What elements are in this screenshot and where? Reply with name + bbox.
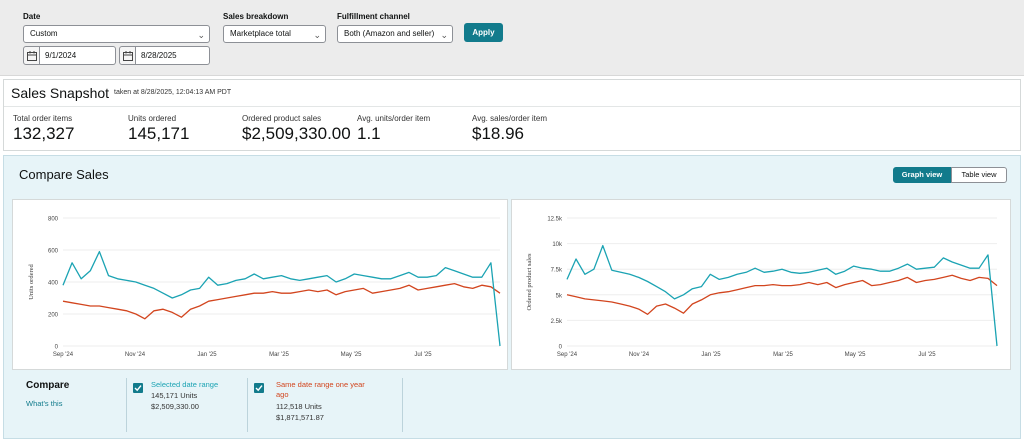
divider: [402, 378, 403, 432]
y-tick-label: 7.5k: [551, 268, 563, 274]
metric-avg-sales-per-order-item: Avg. sales/order item $18.96: [472, 114, 547, 144]
x-tick-label: Jan '25: [197, 352, 217, 358]
series-line-selected-range: [62, 250, 501, 347]
metric-ordered-product-sales: Ordered product sales $2,509,330.00: [242, 114, 351, 144]
metric-value: 1.1: [357, 124, 381, 143]
metric-avg-units-per-order-item: Avg. units/order item 1.1: [357, 114, 430, 144]
filter-bar: Date Custom ⌄ 9/1/2024 8/28/2025 Sales b…: [0, 0, 1024, 76]
chevron-down-icon: ⌄: [440, 30, 448, 40]
metric-label: Avg. sales/order item: [472, 114, 547, 123]
divider: [126, 378, 127, 432]
divider: [247, 378, 248, 432]
y-tick-label: 600: [48, 249, 59, 255]
x-tick-label: May '25: [845, 352, 866, 358]
metric-value: $18.96: [472, 124, 524, 143]
selected-date-range-checkbox[interactable]: [133, 383, 143, 393]
selected-units: 145,171 Units: [151, 391, 198, 400]
metric-units-ordered: Units ordered 145,171: [128, 114, 189, 144]
y-axis-label: Units ordered: [28, 263, 35, 299]
ordered-product-sales-chart-svg: 0 2.5k 5k 7.5k 10k 12.5k Ordered product sales…: [526, 217, 998, 358]
sales-snapshot-panel: Sales Snapshot taken at 8/28/2025, 12:04…: [3, 79, 1021, 151]
divider: [4, 106, 1020, 107]
x-tick-label: Sep '24: [557, 352, 578, 358]
whats-this-link[interactable]: What's this: [26, 399, 63, 408]
date-range-select[interactable]: Custom ⌄: [23, 25, 210, 43]
ordered-product-sales-chart: 0 2.5k 5k 7.5k 10k 12.5k Ordered product sales…: [511, 199, 1011, 370]
date-range-select-value: Custom: [30, 29, 58, 38]
compare-sales-title: Compare Sales: [19, 167, 109, 182]
units-ordered-chart-svg: 0 200 400 600 800 Units ordered Sep '24 Nov '24…: [28, 217, 501, 358]
x-tick-label: Jul '25: [414, 352, 432, 358]
apply-button[interactable]: Apply: [464, 23, 503, 42]
chevron-down-icon: ⌄: [197, 30, 205, 40]
date-label: Date: [23, 12, 41, 21]
y-tick-label: 2.5k: [551, 319, 563, 325]
y-tick-label: 10k: [552, 242, 563, 248]
previous-year-label: Same date range one year ago: [276, 380, 365, 399]
y-tick-label: 0: [55, 345, 59, 351]
end-date-input[interactable]: 8/28/2025: [136, 46, 210, 65]
compare-sales-panel: Compare Sales Graph view Table view 0 200…: [3, 155, 1021, 439]
series-line-previous-year: [566, 274, 998, 315]
y-axis-label: Ordered product sales: [526, 253, 533, 311]
x-tick-label: Nov '24: [125, 352, 146, 358]
fulfillment-channel-label: Fulfillment channel: [337, 12, 410, 21]
selected-sales: $2,509,330.00: [151, 402, 199, 411]
sales-breakdown-value: Marketplace total: [230, 29, 291, 38]
y-tick-label: 800: [48, 217, 59, 223]
metric-value: $2,509,330.00: [242, 124, 351, 143]
compare-legend-title: Compare: [26, 380, 70, 391]
y-tick-label: 200: [48, 313, 59, 319]
sales-breakdown-label: Sales breakdown: [223, 12, 289, 21]
series-line-selected-range: [566, 244, 998, 347]
previous-year-units: 112,518 Units: [276, 402, 322, 411]
x-tick-label: Nov '24: [629, 352, 650, 358]
y-tick-label: 12.5k: [547, 217, 563, 223]
metric-label: Units ordered: [128, 114, 177, 123]
start-date-input[interactable]: 9/1/2024: [40, 46, 116, 65]
graph-view-button[interactable]: Graph view: [893, 167, 951, 183]
table-view-button[interactable]: Table view: [951, 167, 1007, 183]
fulfillment-channel-value: Both (Amazon and seller): [344, 29, 435, 38]
y-tick-label: 5k: [556, 293, 563, 299]
metric-total-order-items: Total order items 132,327: [13, 114, 74, 144]
metric-value: 145,171: [128, 124, 190, 143]
sales-breakdown-select[interactable]: Marketplace total ⌄: [223, 25, 326, 43]
x-tick-label: Mar '25: [269, 352, 289, 358]
x-tick-label: Jul '25: [918, 352, 936, 358]
calendar-icon[interactable]: [23, 46, 40, 65]
previous-year-sales: $1,871,571.87: [276, 413, 324, 422]
start-date-picker[interactable]: 9/1/2024: [23, 46, 116, 65]
metric-label: Avg. units/order item: [357, 114, 431, 123]
checkmark-icon: [255, 385, 263, 392]
y-tick-label: 0: [559, 345, 563, 351]
snapshot-timestamp: taken at 8/28/2025, 12:04:13 AM PDT: [114, 89, 232, 96]
fulfillment-channel-select[interactable]: Both (Amazon and seller) ⌄: [337, 25, 453, 43]
compare-legend: Compare What's this Selected date range …: [4, 374, 1020, 438]
x-tick-label: May '25: [341, 352, 362, 358]
y-tick-label: 400: [48, 281, 59, 287]
metric-label: Ordered product sales: [242, 114, 322, 123]
checkmark-icon: [134, 385, 142, 392]
end-date-picker[interactable]: 8/28/2025: [119, 46, 210, 65]
x-tick-label: Sep '24: [53, 352, 74, 358]
selected-date-range-label: Selected date range: [151, 380, 219, 389]
x-tick-label: Mar '25: [773, 352, 793, 358]
metric-value: 132,327: [13, 124, 75, 143]
units-ordered-chart: 0 200 400 600 800 Units ordered Sep '24 Nov '24…: [12, 199, 508, 370]
previous-year-checkbox[interactable]: [254, 383, 264, 393]
metric-label: Total order items: [13, 114, 73, 123]
x-tick-label: Jan '25: [701, 352, 721, 358]
series-line-previous-year: [62, 282, 501, 320]
chevron-down-icon: ⌄: [313, 30, 321, 40]
sales-snapshot-title: Sales Snapshot: [11, 85, 110, 101]
calendar-icon[interactable]: [119, 46, 136, 65]
